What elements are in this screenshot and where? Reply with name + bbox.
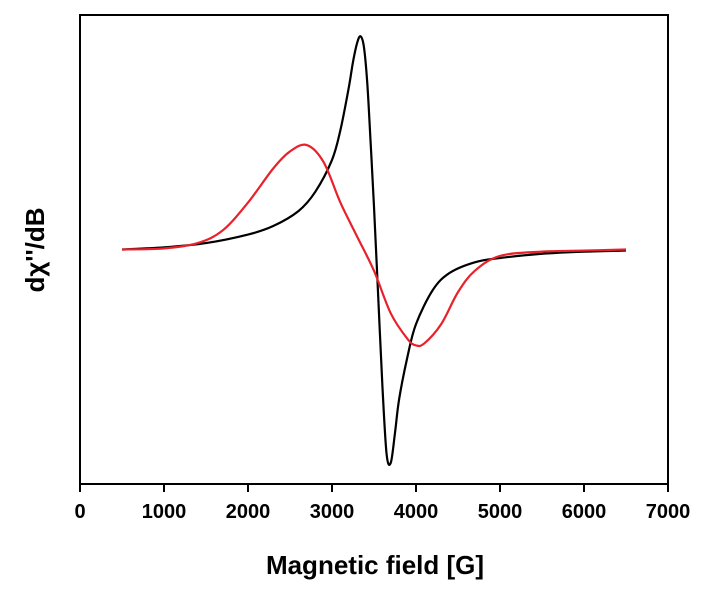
y-axis-title: dχ''/dB	[20, 207, 50, 292]
x-tick-label: 1000	[142, 501, 187, 523]
x-tick-label: 5000	[478, 501, 523, 523]
plot-frame	[79, 14, 669, 485]
x-tick-label: 2000	[226, 501, 271, 523]
x-tick-label: 3000	[310, 501, 355, 523]
x-tick-label: 0	[74, 501, 85, 523]
x-axis-title: Magnetic field [G]	[266, 550, 484, 580]
x-tick-label: 4000	[394, 501, 439, 523]
series-line-black	[121, 35, 627, 467]
series-line-red	[121, 143, 627, 348]
series-layer	[121, 35, 627, 467]
x-tick-label: 6000	[562, 501, 607, 523]
x-axis-ticks: 0 1000 2000 3000 4000 5000 6000 7000	[74, 484, 690, 523]
x-tick-label: 7000	[646, 501, 691, 523]
